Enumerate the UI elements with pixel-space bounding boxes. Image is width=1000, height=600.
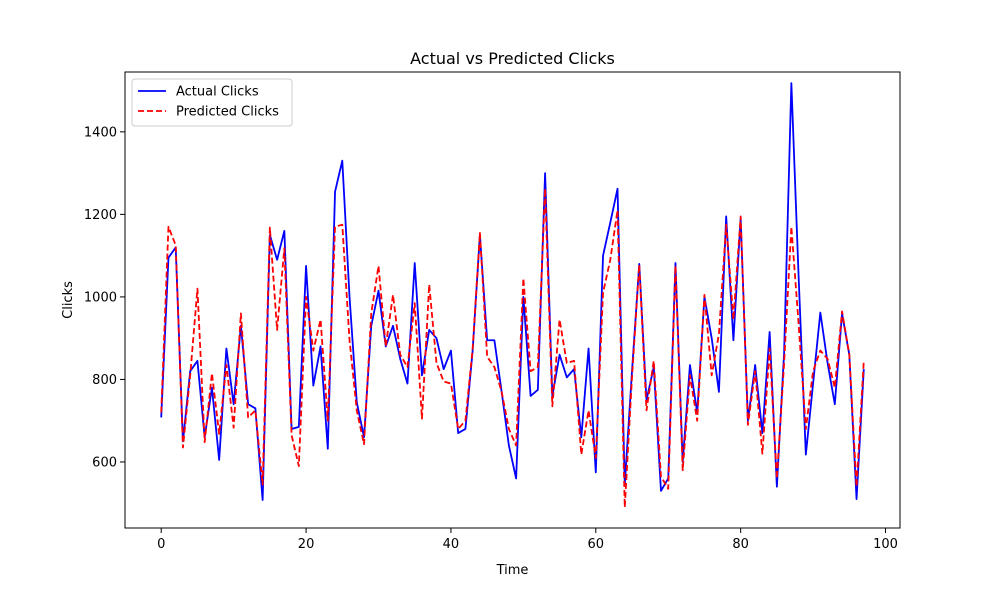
y-tick-label: 1200 xyxy=(84,208,117,223)
x-tick-label: 20 xyxy=(298,537,315,552)
y-tick-label: 1000 xyxy=(84,290,117,305)
predicted-clicks-line xyxy=(160,187,865,509)
legend-label: Predicted Clicks xyxy=(176,105,279,120)
legend-label: Actual Clicks xyxy=(176,85,259,100)
x-axis-ticks: 0 20 40 60 80 100 xyxy=(157,528,898,552)
series-layer xyxy=(160,82,865,509)
x-tick-label: 100 xyxy=(873,537,898,552)
y-axis-ticks: 600 800 1000 1200 1400 xyxy=(84,125,125,470)
legend-box xyxy=(131,78,293,127)
x-axis-label: Time xyxy=(496,563,529,578)
y-tick-label: 800 xyxy=(92,373,117,388)
plot-frame xyxy=(124,71,901,529)
y-tick-label: 600 xyxy=(92,455,117,470)
x-tick-label: 80 xyxy=(732,537,749,552)
x-tick-label: 0 xyxy=(157,537,165,552)
y-tick-label: 1400 xyxy=(84,125,117,140)
chart-title: Actual vs Predicted Clicks xyxy=(410,49,615,68)
x-tick-label: 60 xyxy=(588,537,605,552)
y-axis-label: Clicks xyxy=(61,281,76,319)
legend: Actual Clicks Predicted Clicks xyxy=(131,78,293,127)
x-tick-label: 40 xyxy=(443,537,460,552)
